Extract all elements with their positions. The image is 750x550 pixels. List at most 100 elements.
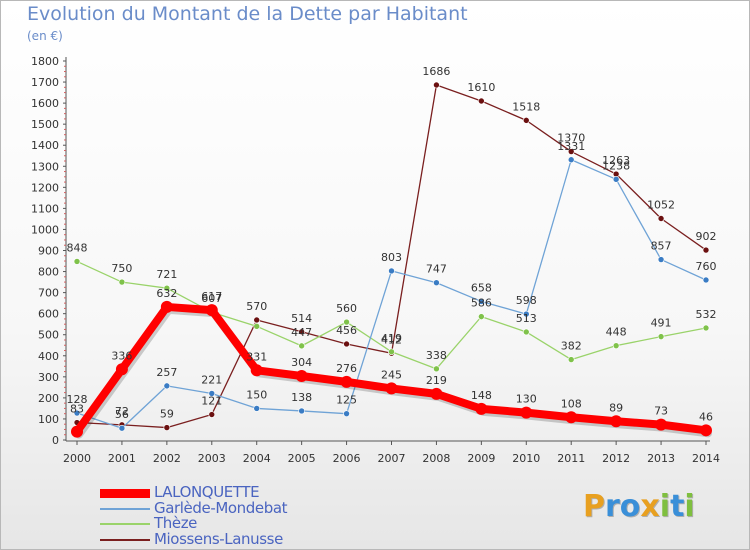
data-label: 902 bbox=[696, 230, 717, 243]
data-point bbox=[702, 246, 710, 254]
data-point bbox=[253, 322, 261, 330]
y-tick-label: 1600 bbox=[31, 97, 59, 110]
y-tick-label: 900 bbox=[38, 245, 59, 258]
y-tick-label: 1100 bbox=[31, 202, 59, 215]
data-point bbox=[163, 424, 171, 431]
x-tick-label: 2002 bbox=[153, 452, 181, 465]
legend-swatch bbox=[100, 488, 150, 498]
legend-label: Miossens-Lanusse bbox=[154, 529, 283, 548]
y-tick-label: 500 bbox=[38, 329, 59, 342]
x-tick-label: 2000 bbox=[63, 452, 91, 465]
y-tick-label: 0 bbox=[52, 434, 59, 447]
x-tick-label: 2012 bbox=[602, 452, 630, 465]
x-tick-label: 2014 bbox=[692, 452, 720, 465]
data-label: 607 bbox=[201, 292, 222, 305]
data-point bbox=[657, 333, 665, 340]
data-label: 304 bbox=[291, 356, 312, 369]
data-label: 586 bbox=[471, 297, 492, 310]
data-point bbox=[340, 375, 353, 388]
data-label: 73 bbox=[654, 405, 668, 418]
x-tick-label: 2010 bbox=[512, 452, 540, 465]
data-label: 56 bbox=[115, 408, 129, 421]
data-label: 245 bbox=[381, 368, 402, 381]
x-tick-label: 2011 bbox=[557, 452, 585, 465]
y-tick-label: 1200 bbox=[31, 181, 59, 194]
data-label: 336 bbox=[111, 349, 132, 362]
data-point bbox=[702, 324, 710, 332]
data-label: 1331 bbox=[557, 140, 585, 153]
data-point bbox=[115, 363, 128, 376]
x-tick-label: 2004 bbox=[243, 452, 271, 465]
data-point bbox=[343, 410, 350, 417]
data-point bbox=[433, 279, 440, 287]
data-point bbox=[71, 425, 83, 438]
data-point bbox=[655, 418, 668, 431]
data-label: 514 bbox=[291, 312, 312, 325]
data-point bbox=[522, 328, 530, 336]
data-point bbox=[612, 176, 620, 183]
data-point bbox=[430, 387, 443, 400]
x-tick-label: 2005 bbox=[288, 452, 316, 465]
y-tick-label: 200 bbox=[38, 392, 59, 405]
data-label: 803 bbox=[381, 251, 402, 264]
x-tick-label: 2003 bbox=[198, 452, 226, 465]
data-point bbox=[343, 340, 350, 348]
y-tick-label: 1800 bbox=[31, 55, 59, 68]
data-point bbox=[657, 215, 665, 222]
data-point bbox=[163, 284, 171, 292]
y-tick-label: 800 bbox=[38, 266, 59, 279]
data-point bbox=[522, 310, 530, 318]
data-point bbox=[385, 382, 398, 395]
data-point bbox=[388, 348, 395, 356]
data-point bbox=[433, 365, 440, 373]
data-point bbox=[208, 411, 216, 418]
data-label: 1263 bbox=[602, 154, 630, 167]
data-label: 658 bbox=[471, 281, 492, 294]
x-tick-label: 2008 bbox=[422, 452, 450, 465]
data-point bbox=[478, 313, 485, 320]
y-tick-label: 400 bbox=[38, 350, 59, 363]
logo-letter: x bbox=[640, 489, 660, 524]
data-label: 221 bbox=[201, 373, 222, 386]
data-label: 128 bbox=[67, 393, 88, 406]
data-label: 382 bbox=[561, 340, 582, 353]
y-tick-label: 1300 bbox=[31, 160, 59, 173]
y-tick-label: 1700 bbox=[31, 76, 59, 89]
data-point bbox=[475, 402, 488, 415]
data-label: 419 bbox=[381, 332, 402, 345]
data-point bbox=[73, 258, 81, 265]
legend-swatch bbox=[100, 523, 150, 525]
data-point bbox=[343, 318, 350, 326]
data-label: 747 bbox=[426, 263, 447, 276]
data-label: 456 bbox=[336, 324, 357, 337]
legend-label: Thèze bbox=[154, 514, 198, 532]
data-point bbox=[565, 411, 578, 424]
data-label: 848 bbox=[67, 241, 88, 254]
data-label: 89 bbox=[609, 401, 623, 414]
data-label: 760 bbox=[696, 260, 717, 273]
logo-letter: t bbox=[670, 489, 685, 524]
data-label: 59 bbox=[160, 408, 174, 421]
data-point bbox=[610, 415, 623, 428]
data-label: 331 bbox=[246, 350, 267, 363]
data-label: 257 bbox=[156, 366, 177, 379]
data-point bbox=[253, 405, 261, 412]
data-label: 130 bbox=[516, 393, 537, 406]
data-label: 632 bbox=[156, 287, 177, 300]
logo-letter: i bbox=[659, 489, 671, 524]
data-label: 148 bbox=[471, 389, 492, 402]
data-label: 491 bbox=[651, 317, 672, 330]
legend-swatch bbox=[100, 507, 150, 510]
data-label: 83 bbox=[70, 403, 84, 416]
x-tick-label: 2007 bbox=[378, 452, 406, 465]
data-point bbox=[73, 409, 81, 417]
y-tick-label: 100 bbox=[38, 413, 59, 426]
y-tick-label: 700 bbox=[38, 287, 59, 300]
data-point bbox=[433, 81, 440, 89]
data-point bbox=[298, 342, 305, 350]
chart-unit: (en €) bbox=[27, 29, 63, 43]
x-tick-label: 2009 bbox=[467, 452, 495, 465]
data-point bbox=[250, 364, 263, 377]
y-tick-label: 300 bbox=[38, 371, 59, 384]
data-point bbox=[298, 407, 305, 415]
